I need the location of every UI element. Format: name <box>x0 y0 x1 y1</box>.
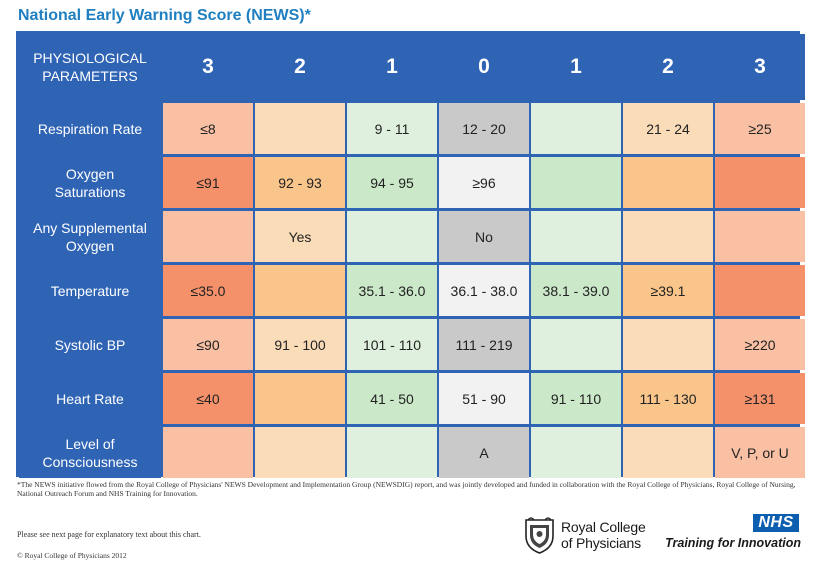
parameter-label: Heart Rate <box>19 373 161 424</box>
page-title: National Early Warning Score (NEWS)* <box>18 7 311 24</box>
score-cell: ≥131 <box>715 373 805 424</box>
score-cell: ≤8 <box>163 103 253 154</box>
score-cell <box>531 319 621 370</box>
score-cell <box>255 103 345 154</box>
nhs-badge: NHS <box>753 514 799 532</box>
score-cell: 51 - 90 <box>439 373 529 424</box>
header-score-5: 2 <box>623 34 713 100</box>
nhs-logo: NHS Training for Innovation <box>665 514 801 554</box>
rcp-crest-icon <box>525 517 554 554</box>
score-cell <box>531 157 621 208</box>
rcp-logo-line2: of Physicians <box>561 535 641 551</box>
score-cell: 9 - 11 <box>347 103 437 154</box>
score-cell: 101 - 110 <box>347 319 437 370</box>
rcp-logo: Royal College of Physicians <box>523 516 646 554</box>
score-cell <box>715 265 805 316</box>
footnote: *The NEWS initiative flowed from the Roy… <box>17 480 796 498</box>
score-cell: V, P, or U <box>715 427 805 478</box>
score-cell <box>623 427 713 478</box>
score-cell <box>715 211 805 262</box>
parameter-label: Systolic BP <box>19 319 161 370</box>
score-cell: 36.1 - 38.0 <box>439 265 529 316</box>
score-cell: ≤35.0 <box>163 265 253 316</box>
header-score-6: 3 <box>715 34 805 100</box>
score-cell: 111 - 219 <box>439 319 529 370</box>
news-score-table: PHYSIOLOGICAL PARAMETERS 3 2 1 0 1 2 3 Respiratio… <box>16 31 805 478</box>
score-cell: 91 - 100 <box>255 319 345 370</box>
score-cell <box>531 427 621 478</box>
score-cell <box>163 427 253 478</box>
score-cell <box>715 157 805 208</box>
header-score-3: 0 <box>439 34 529 100</box>
score-cell <box>347 427 437 478</box>
header-score-0: 3 <box>163 34 253 100</box>
score-cell: A <box>439 427 529 478</box>
score-cell: 38.1 - 39.0 <box>531 265 621 316</box>
nhs-tagline: Training for Innovation <box>665 536 801 550</box>
score-cell: 12 - 20 <box>439 103 529 154</box>
score-cell: ≥39.1 <box>623 265 713 316</box>
parameter-label: Any Supplemental Oxygen <box>19 211 161 262</box>
score-cell <box>255 373 345 424</box>
score-cell <box>163 211 253 262</box>
parameter-label: Level of Consciousness <box>19 427 161 478</box>
header-score-1: 2 <box>255 34 345 100</box>
rcp-logo-line1: Royal College <box>561 519 646 535</box>
score-cell: 91 - 110 <box>531 373 621 424</box>
header-score-4: 1 <box>531 34 621 100</box>
score-cell: ≤90 <box>163 319 253 370</box>
score-cell: ≤91 <box>163 157 253 208</box>
score-cell <box>531 103 621 154</box>
score-cell <box>623 211 713 262</box>
score-cell <box>531 211 621 262</box>
score-cell: 35.1 - 36.0 <box>347 265 437 316</box>
score-cell: ≤40 <box>163 373 253 424</box>
parameter-label: Temperature <box>19 265 161 316</box>
score-cell: ≥25 <box>715 103 805 154</box>
header-parameters-label: PHYSIOLOGICAL PARAMETERS <box>19 34 161 100</box>
parameter-label: Respiration Rate <box>19 103 161 154</box>
score-cell: 21 - 24 <box>623 103 713 154</box>
score-cell <box>347 211 437 262</box>
score-cell: 94 - 95 <box>347 157 437 208</box>
score-cell <box>623 157 713 208</box>
see-next-page-note: Please see next page for explanatory tex… <box>17 530 201 539</box>
score-cell <box>255 427 345 478</box>
score-cell: 92 - 93 <box>255 157 345 208</box>
score-cell: No <box>439 211 529 262</box>
score-cell: ≥96 <box>439 157 529 208</box>
score-cell: 111 - 130 <box>623 373 713 424</box>
score-cell <box>623 319 713 370</box>
copyright-notice: © Royal College of Physicians 2012 <box>17 551 127 560</box>
parameter-label: Oxygen Saturations <box>19 157 161 208</box>
score-cell: 41 - 50 <box>347 373 437 424</box>
score-cell <box>255 265 345 316</box>
header-score-2: 1 <box>347 34 437 100</box>
score-cell: Yes <box>255 211 345 262</box>
score-cell: ≥220 <box>715 319 805 370</box>
